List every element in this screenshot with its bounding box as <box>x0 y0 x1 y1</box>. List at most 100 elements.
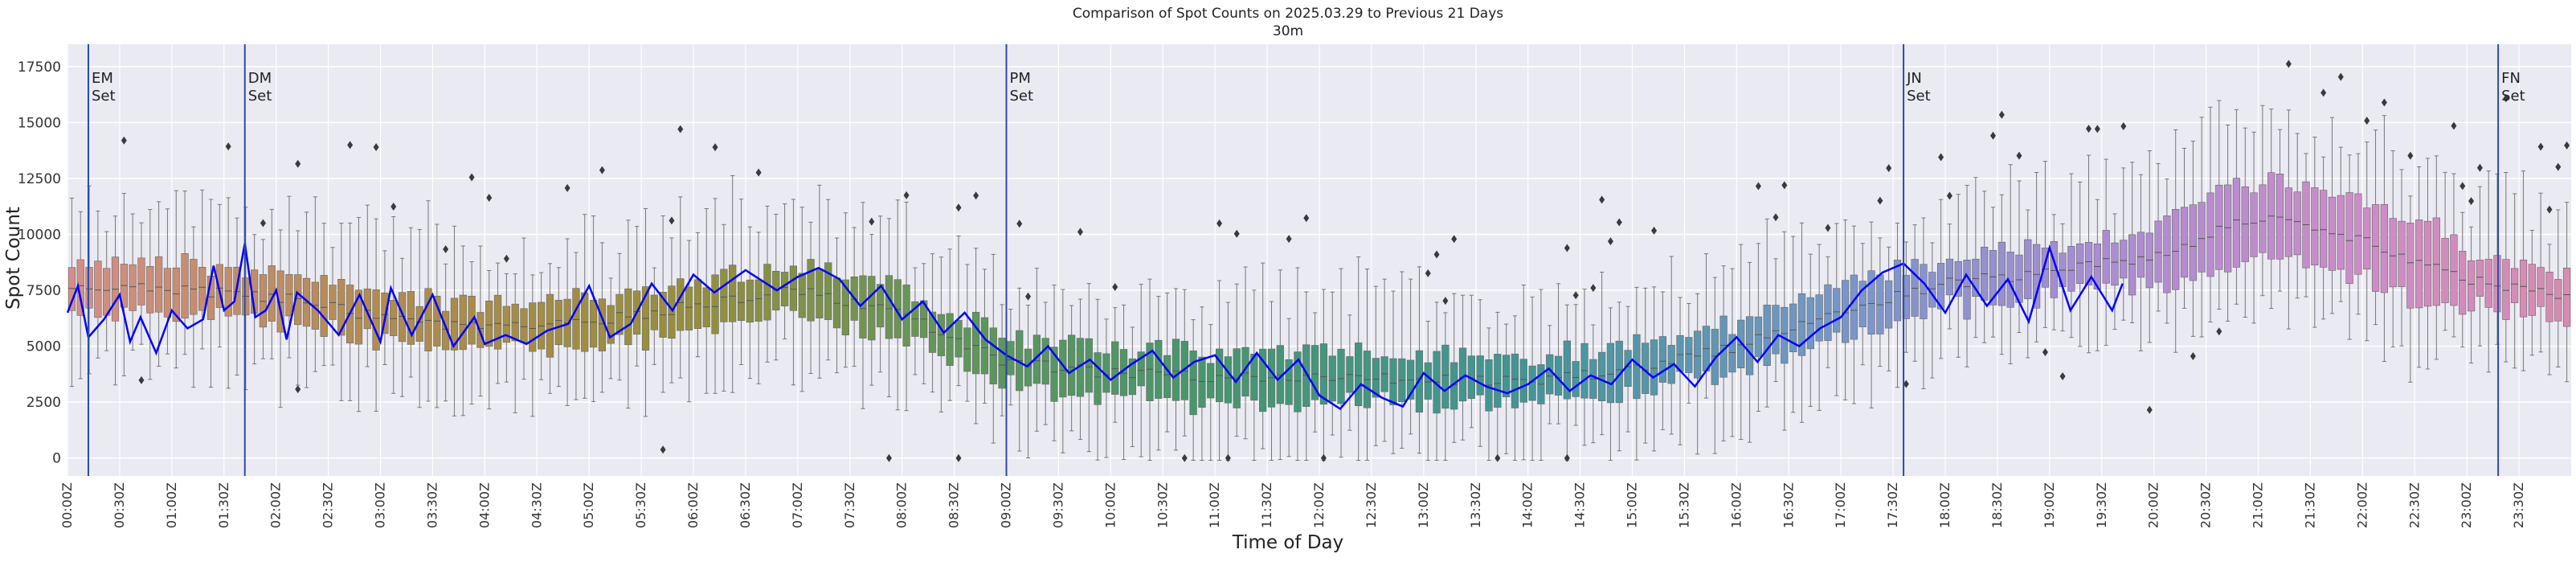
outlier-point <box>1216 219 1223 228</box>
x-tick-label: 01:30Z <box>216 482 231 528</box>
box <box>2224 184 2232 273</box>
box <box>754 279 763 322</box>
box <box>146 265 154 314</box>
x-tick-label: 03:00Z <box>373 482 388 528</box>
outlier-point <box>1773 213 1779 222</box>
x-tick-label: 05:00Z <box>581 482 596 528</box>
x-tick-label: 02:30Z <box>321 482 336 528</box>
box <box>172 267 180 322</box>
x-tick-label: 23:00Z <box>2459 482 2474 528</box>
box <box>868 276 876 341</box>
box <box>1797 293 1806 356</box>
box <box>2128 234 2136 296</box>
outlier-point <box>1433 250 1440 259</box>
box <box>1737 319 1745 368</box>
box <box>554 300 562 346</box>
box <box>2172 209 2180 290</box>
outlier-point <box>599 166 605 174</box>
box <box>485 301 493 347</box>
box <box>1163 355 1171 398</box>
box <box>1606 343 1615 404</box>
x-tick-label: 16:00Z <box>1728 482 1744 528</box>
box <box>2180 207 2189 278</box>
box <box>94 260 102 318</box>
box <box>1337 348 1345 404</box>
box <box>1155 339 1163 399</box>
box <box>2554 279 2562 322</box>
box <box>1676 334 1684 372</box>
box <box>1954 260 1962 297</box>
box <box>1094 352 1102 405</box>
outlier-point <box>2337 72 2344 81</box>
box <box>137 257 145 306</box>
outlier-point <box>2042 348 2048 357</box>
reference-label: Set <box>1907 88 1931 105</box>
outlier-point <box>443 245 449 254</box>
box <box>363 288 371 330</box>
box <box>1658 336 1666 383</box>
outlier-point <box>2094 125 2100 133</box>
box <box>529 302 537 352</box>
box <box>589 300 598 348</box>
plot-area: 0 2500 5000 7500 10000 12500 15000 17500 00:00Z 0… <box>18 44 2571 528</box>
reference-label: JN <box>1906 70 1922 87</box>
outlier-point <box>1442 297 1449 306</box>
x-tick-label: 10:00Z <box>1102 482 1118 528</box>
box <box>285 274 293 317</box>
box <box>763 264 771 321</box>
box <box>398 292 407 343</box>
box <box>2484 259 2492 308</box>
reference-label: PM <box>1010 70 1031 87</box>
chart-title: Comparison of Spot Counts on 2025.03.29 … <box>1073 6 1503 22</box>
box <box>476 312 485 348</box>
box <box>2232 178 2241 268</box>
box <box>1024 348 1032 387</box>
outlier-point <box>1494 453 1501 462</box>
outlier-point <box>973 191 979 200</box>
outlier-point <box>260 219 266 228</box>
outlier-point <box>1233 229 1240 238</box>
box <box>1694 330 1702 379</box>
box <box>2441 238 2449 303</box>
box <box>1494 354 1502 408</box>
x-tick-label: 09:00Z <box>999 482 1014 528</box>
outlier-point <box>1112 283 1118 292</box>
box <box>2415 219 2423 309</box>
outlier-point <box>2059 371 2066 380</box>
outlier-point <box>225 142 231 151</box>
x-axis-label: Time of Day <box>1232 532 1344 553</box>
box <box>841 279 849 336</box>
box <box>980 317 989 375</box>
x-tick-label: 01:00Z <box>164 482 179 528</box>
box <box>2467 260 2476 312</box>
y-tick-label: 0 <box>52 451 61 467</box>
box <box>2120 240 2128 279</box>
box <box>502 306 511 343</box>
outlier-point <box>564 183 570 192</box>
outlier-point <box>1225 453 1231 462</box>
box <box>2450 234 2458 306</box>
box <box>572 288 580 350</box>
box <box>1989 250 1997 306</box>
outlier-point <box>2468 197 2475 206</box>
x-tick-label: 15:30Z <box>1676 482 1691 528</box>
box <box>1789 303 1797 352</box>
box <box>1772 305 1780 355</box>
outlier-point <box>1016 219 1023 228</box>
x-tick-label: 18:00Z <box>1937 482 1952 528</box>
x-tick-label: 12:00Z <box>1311 482 1327 528</box>
x-tick-label: 18:30Z <box>1989 482 2005 528</box>
box <box>1833 288 1841 333</box>
box <box>2363 207 2371 270</box>
x-tick-label: 23:30Z <box>2511 482 2526 528</box>
box <box>1945 258 1954 296</box>
y-tick-label: 12500 <box>18 171 61 187</box>
x-tick-label: 17:30Z <box>1885 482 1900 528</box>
box <box>1911 259 1919 317</box>
box <box>1763 305 1771 366</box>
box <box>85 267 93 309</box>
box <box>2102 230 2110 284</box>
x-tick-label: 00:00Z <box>59 482 75 528</box>
box <box>2275 174 2284 260</box>
